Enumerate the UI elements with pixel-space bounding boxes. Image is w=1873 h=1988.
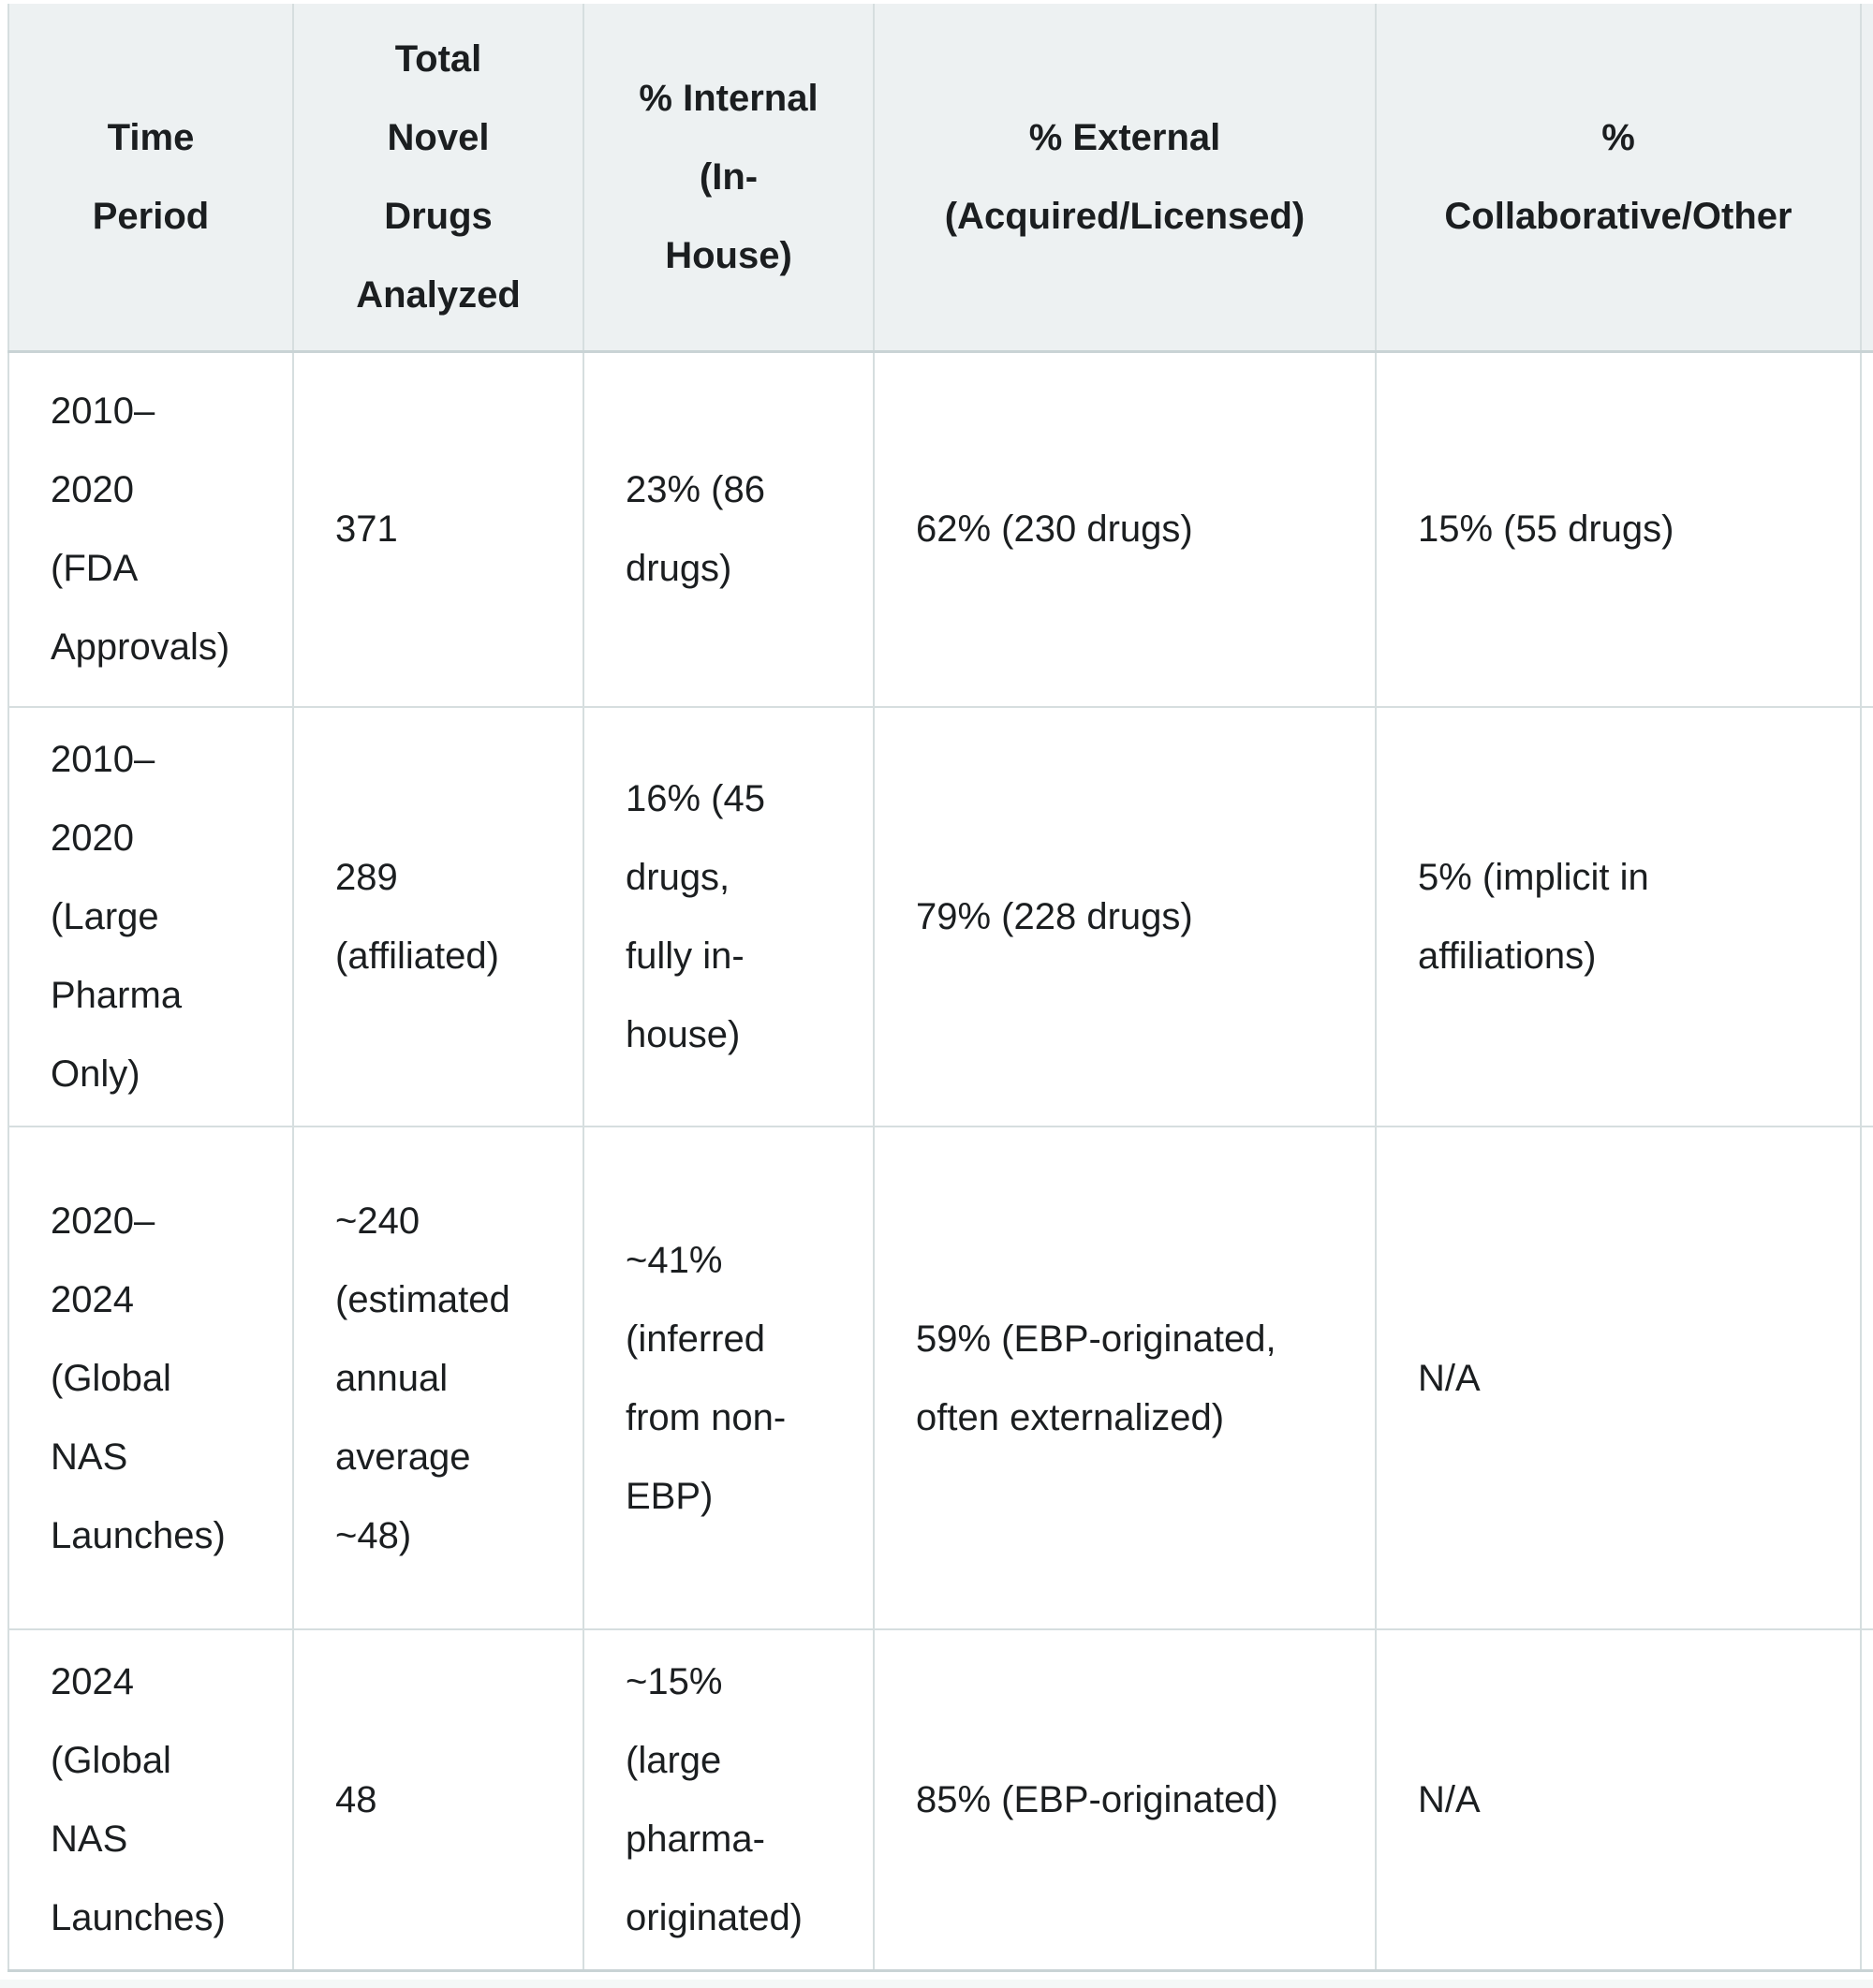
cell-pct-internal: 16% (45 drugs, fully in- house)	[583, 706, 875, 1127]
cell-pct-collaborative: 15% (55 drugs)	[1375, 350, 1862, 708]
cell-time-period: 2010– 2020 (Large Pharma Only)	[7, 706, 294, 1127]
cell-time-period: 2024 (Global NAS Launches)	[7, 1628, 294, 1972]
table-row: 2010– 2020 (FDA Approvals) 371 23% (86 d…	[7, 350, 1873, 708]
cell-pct-collaborative: N/A	[1375, 1126, 1862, 1630]
cell-overflow	[1860, 706, 1873, 1127]
col-header-pct-internal: % Internal (In- House)	[583, 4, 875, 353]
table-body: 2010– 2020 (FDA Approvals) 371 23% (86 d…	[7, 350, 1873, 1972]
cell-total-drugs: 371	[292, 350, 584, 708]
cell-pct-external: 59% (EBP-originated, often externalized)	[873, 1126, 1377, 1630]
header-row: Time Period Total Novel Drugs Analyzed %…	[7, 4, 1873, 353]
novel-drugs-origin-table: Time Period Total Novel Drugs Analyzed %…	[7, 4, 1873, 1972]
cell-time-period: 2010– 2020 (FDA Approvals)	[7, 350, 294, 708]
cell-total-drugs: ~240 (estimated annual average ~48)	[292, 1126, 584, 1630]
cell-total-drugs: 48	[292, 1628, 584, 1972]
table-container: Time Period Total Novel Drugs Analyzed %…	[7, 4, 1873, 1981]
table-header: Time Period Total Novel Drugs Analyzed %…	[7, 4, 1873, 353]
cell-pct-external: 85% (EBP-originated)	[873, 1628, 1377, 1972]
cell-overflow	[1860, 350, 1873, 708]
cell-overflow	[1860, 1628, 1873, 1972]
col-header-time-period: Time Period	[7, 4, 294, 353]
cell-overflow	[1860, 1126, 1873, 1630]
cell-total-drugs: 289 (affiliated)	[292, 706, 584, 1127]
cell-pct-external: 62% (230 drugs)	[873, 350, 1377, 708]
col-header-overflow	[1860, 4, 1873, 353]
cell-pct-collaborative: 5% (implicit in affiliations)	[1375, 706, 1862, 1127]
cell-pct-internal: ~41% (inferred from non- EBP)	[583, 1126, 875, 1630]
table-row: 2010– 2020 (Large Pharma Only) 289 (affi…	[7, 706, 1873, 1127]
table-row: 2020– 2024 (Global NAS Launches) ~240 (e…	[7, 1126, 1873, 1630]
cell-time-period: 2020– 2024 (Global NAS Launches)	[7, 1126, 294, 1630]
cell-pct-internal: ~15% (large pharma- originated)	[583, 1628, 875, 1972]
col-header-total-novel-drugs-analyzed: Total Novel Drugs Analyzed	[292, 4, 584, 353]
col-header-pct-external: % External (Acquired/Licensed)	[873, 4, 1377, 353]
table-row: 2024 (Global NAS Launches) 48 ~15% (larg…	[7, 1628, 1873, 1972]
col-header-pct-collaborative-other: % Collaborative/Other	[1375, 4, 1862, 353]
cell-pct-external: 79% (228 drugs)	[873, 706, 1377, 1127]
cell-pct-internal: 23% (86 drugs)	[583, 350, 875, 708]
cell-pct-collaborative: N/A	[1375, 1628, 1862, 1972]
page-background-strip	[0, 1980, 1873, 1988]
